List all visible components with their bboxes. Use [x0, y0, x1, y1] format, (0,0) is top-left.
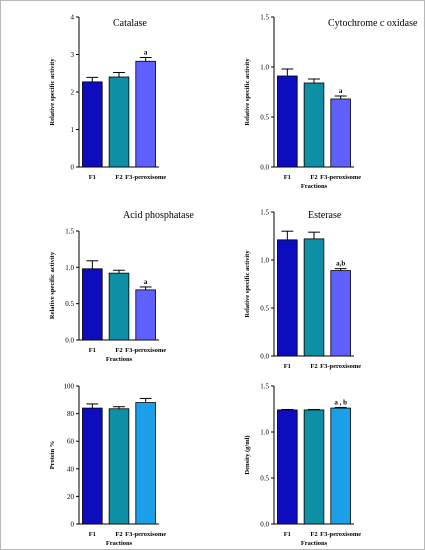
y-tick-label: 1.0: [65, 264, 74, 272]
y-tick-label: 20: [67, 493, 75, 501]
x-tick-label: F2: [310, 363, 317, 370]
bar-f2: [108, 76, 130, 168]
y-tick-label: 0.5: [260, 305, 269, 313]
bar-f3-peroxisome: [330, 98, 351, 168]
chart-panel-2: 0.0 0.5 1.0 1.5 Relative specific activity Cy…: [244, 14, 418, 191]
bar-f3-peroxisome: [330, 270, 351, 357]
y-axis-label: Relative specific activity: [244, 58, 251, 126]
y-tick-label: 0.0: [260, 521, 269, 529]
bar-f3-peroxisome: [135, 289, 156, 341]
y-tick-label: 80: [67, 410, 75, 418]
y-axis-label: Relative specific activity: [244, 250, 251, 318]
x-tick-label: F2: [310, 531, 317, 538]
x-tick-label: F1: [89, 531, 96, 538]
bar-f2: [303, 238, 325, 357]
y-tick-label: 0.0: [260, 164, 269, 172]
y-tick-label: 0.5: [65, 300, 74, 308]
significance-label: a: [339, 87, 343, 95]
x-tick-label: F3-peroxisome: [320, 363, 361, 370]
chart-panel-3: 0.0 0.5 1.0 1.5 Relative specific activity Ac…: [49, 210, 194, 363]
y-tick-label: 1.5: [260, 209, 269, 217]
chart-panel-6: 0.0 0.5 1.0 1.5 Density (g/ml) F1 F2 a , b F3-pe…: [244, 383, 361, 548]
x-tick-label: F3-peroxisome: [125, 174, 166, 181]
bar-f1: [82, 81, 103, 168]
y-tick-label: 0.0: [65, 337, 74, 345]
bar-f1: [277, 75, 298, 168]
significance-label: a: [144, 49, 148, 57]
chart-panel-4: 0.0 0.5 1.0 1.5 Relative specific activity Es…: [244, 209, 361, 371]
y-tick-label: 1.5: [65, 228, 74, 236]
x-tick-label: F1: [89, 174, 96, 181]
y-axis-label: Relative specific activity: [49, 58, 56, 126]
bar-f3-peroxisome: [330, 407, 351, 525]
chart-title: Catalase: [113, 18, 147, 29]
y-tick-label: 60: [67, 438, 75, 446]
bar-f3-peroxisome: [135, 402, 156, 525]
bar-f3-peroxisome: [135, 60, 156, 168]
y-tick-label: 3: [71, 51, 75, 59]
y-tick-label: 0.0: [260, 353, 269, 361]
bar-f1: [82, 407, 103, 525]
bar-f2: [303, 82, 325, 168]
y-tick-label: 1.0: [260, 64, 269, 72]
chart-panel-5: 0 20 40 60 80 100 Protein % F1 F2 F3-peroxisome Fr…: [49, 383, 166, 548]
bar-f2: [108, 408, 130, 525]
significance-label: a: [144, 278, 148, 286]
x-tick-label: F3-peroxisome: [125, 347, 166, 354]
chart-title: Cytochrome c oxidase: [328, 18, 418, 29]
y-tick-label: 1.5: [260, 383, 269, 391]
x-axis-label: Fractions: [106, 356, 133, 363]
x-tick-label: F2: [310, 174, 317, 181]
y-tick-label: 2: [71, 89, 75, 97]
y-tick-label: 1.0: [260, 257, 269, 265]
y-tick-label: 1.0: [260, 429, 269, 437]
x-tick-label: F1: [284, 174, 291, 181]
y-tick-label: 0: [71, 164, 75, 172]
x-tick-label: F2: [115, 347, 122, 354]
y-tick-label: 0.5: [260, 114, 269, 122]
x-tick-label: F3-peroxisome: [125, 531, 166, 538]
y-axis-label: Density (g/ml): [244, 435, 251, 474]
significance-label: a,b: [336, 260, 345, 268]
y-tick-label: 0.5: [260, 475, 269, 483]
x-tick-label: F3-peroxisome: [320, 531, 361, 538]
chart-title: Esterase: [308, 210, 342, 221]
x-axis-label: Fractions: [301, 540, 328, 547]
y-tick-label: 100: [64, 383, 75, 391]
bar-f1: [82, 268, 103, 341]
y-axis-label: Protein %: [49, 441, 56, 470]
x-tick-label: F2: [115, 531, 122, 538]
chart-panel-1: 0 1 2 3 4 Relative specific activity Catalase F…: [49, 14, 166, 182]
x-axis-label: Fractions: [301, 183, 328, 190]
x-tick-label: F3-peroxisome: [320, 174, 361, 181]
y-tick-label: 1.5: [260, 14, 269, 22]
x-tick-label: F1: [284, 531, 291, 538]
x-tick-label: F1: [284, 363, 291, 370]
y-tick-label: 40: [67, 465, 75, 473]
x-tick-label: F1: [89, 347, 96, 354]
significance-label: a , b: [334, 398, 347, 406]
bar-f1: [277, 239, 298, 357]
chart-title: Acid phosphatase: [123, 210, 194, 221]
y-tick-label: 4: [71, 14, 75, 22]
y-tick-label: 0: [71, 521, 75, 529]
y-axis-label: Relative specific activity: [49, 251, 56, 319]
x-tick-label: F2: [115, 174, 122, 181]
bar-f2: [303, 409, 325, 525]
bar-f1: [277, 409, 298, 525]
x-axis-label: Fractions: [106, 540, 133, 547]
y-tick-label: 1: [71, 126, 75, 134]
bar-f2: [108, 272, 130, 341]
